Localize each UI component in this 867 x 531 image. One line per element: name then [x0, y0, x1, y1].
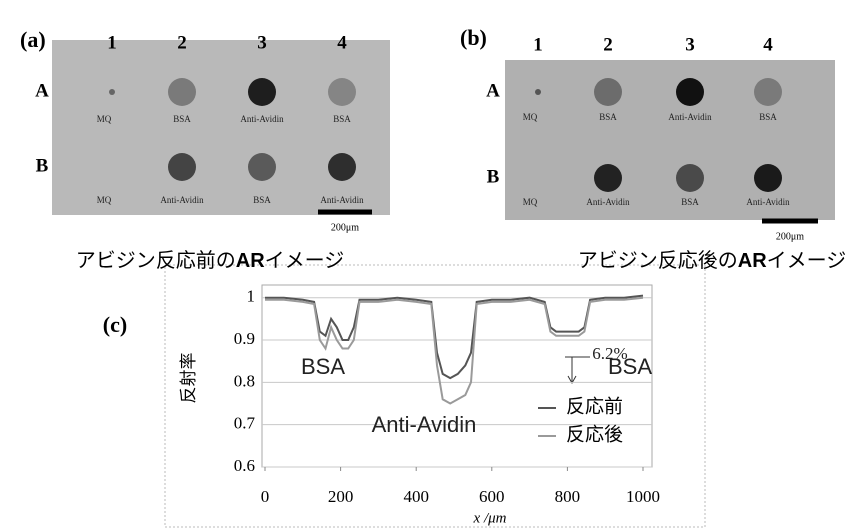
spot — [676, 164, 704, 192]
spot-label: BSA — [253, 195, 271, 205]
y-tick-label: 0.6 — [234, 456, 255, 475]
column-label: 2 — [177, 32, 187, 53]
scale-bar-label: 200μm — [776, 231, 804, 242]
x-tick-label: 1000 — [626, 487, 660, 506]
column-label: 1 — [533, 34, 543, 55]
caption-part: アビジン反応後の — [578, 249, 738, 272]
spot — [328, 78, 356, 106]
x-tick-label: 600 — [479, 487, 505, 506]
column-label: 4 — [337, 32, 347, 53]
annotation: BSA — [301, 354, 345, 379]
spot — [754, 164, 782, 192]
spot — [168, 153, 196, 181]
column-label: 4 — [763, 34, 773, 55]
figure: (a) 1 2 3 4 A MQ BSA Anti-Avidin BSA B MQ Anti-Avidi… — [0, 0, 867, 531]
spot-label: MQ — [523, 197, 538, 207]
y-tick-label: 1 — [247, 287, 256, 306]
y-tick-label: 0.7 — [234, 414, 256, 433]
y-axis-label: 反射率 — [179, 353, 198, 404]
caption-part: AR — [738, 250, 767, 272]
column-label: 3 — [257, 32, 267, 53]
legend-label: 反応前 — [566, 395, 623, 417]
spot-image — [52, 40, 390, 215]
spot — [594, 78, 622, 106]
spot-label: BSA — [681, 197, 699, 207]
caption: アビジン反応後のARイメージ — [578, 249, 847, 272]
scale-bar-label: 200μm — [331, 222, 359, 233]
row-label: A — [35, 80, 49, 101]
x-tick-label: 400 — [403, 487, 429, 506]
x-axis-label: x /μm — [473, 510, 507, 526]
spot — [535, 89, 541, 95]
spot — [168, 78, 196, 106]
x-tick-label: 0 — [261, 487, 270, 506]
legend-label: 反応後 — [566, 423, 623, 445]
row-label: A — [486, 80, 500, 101]
annotation: 6.2% — [592, 344, 627, 363]
spot-label: Anti-Avidin — [586, 197, 630, 207]
spot-label: Anti-Avidin — [668, 112, 712, 122]
y-tick-label: 0.8 — [234, 371, 255, 390]
column-label: 2 — [603, 34, 613, 55]
spot-label: MQ — [523, 112, 538, 122]
caption-part: イメージ — [767, 250, 847, 272]
spot — [328, 153, 356, 181]
column-label: 1 — [107, 32, 117, 53]
annotation: Anti-Avidin — [372, 412, 477, 437]
x-tick-label: 200 — [328, 487, 354, 506]
spot — [594, 164, 622, 192]
spot-label: BSA — [759, 112, 777, 122]
column-label: 3 — [685, 34, 695, 55]
spot-label: MQ — [97, 195, 112, 205]
caption-part: イメージ — [265, 250, 345, 272]
spot-label: MQ — [97, 114, 112, 124]
spot — [676, 78, 704, 106]
spot-label: Anti-Avidin — [240, 114, 284, 124]
spot — [248, 153, 276, 181]
spot-image — [505, 60, 835, 220]
spot — [248, 78, 276, 106]
row-label: B — [36, 155, 49, 176]
row-label: B — [487, 166, 500, 187]
spot-label: BSA — [333, 114, 351, 124]
caption-part: アビジン反応前の — [76, 249, 236, 272]
x-tick-label: 800 — [555, 487, 581, 506]
caption-part: AR — [236, 250, 265, 272]
spot — [754, 78, 782, 106]
y-tick-label: 0.9 — [234, 329, 255, 348]
spot-label: BSA — [173, 114, 191, 124]
panel-label: (b) — [460, 25, 487, 50]
panel-label: (a) — [20, 27, 46, 52]
panel-label: (c) — [103, 312, 127, 337]
caption: アビジン反応前のARイメージ — [76, 249, 345, 272]
spot-label: Anti-Avidin — [160, 195, 204, 205]
spot-label: Anti-Avidin — [320, 195, 364, 205]
spot — [109, 89, 115, 95]
spot-label: Anti-Avidin — [746, 197, 790, 207]
spot-label: BSA — [599, 112, 617, 122]
